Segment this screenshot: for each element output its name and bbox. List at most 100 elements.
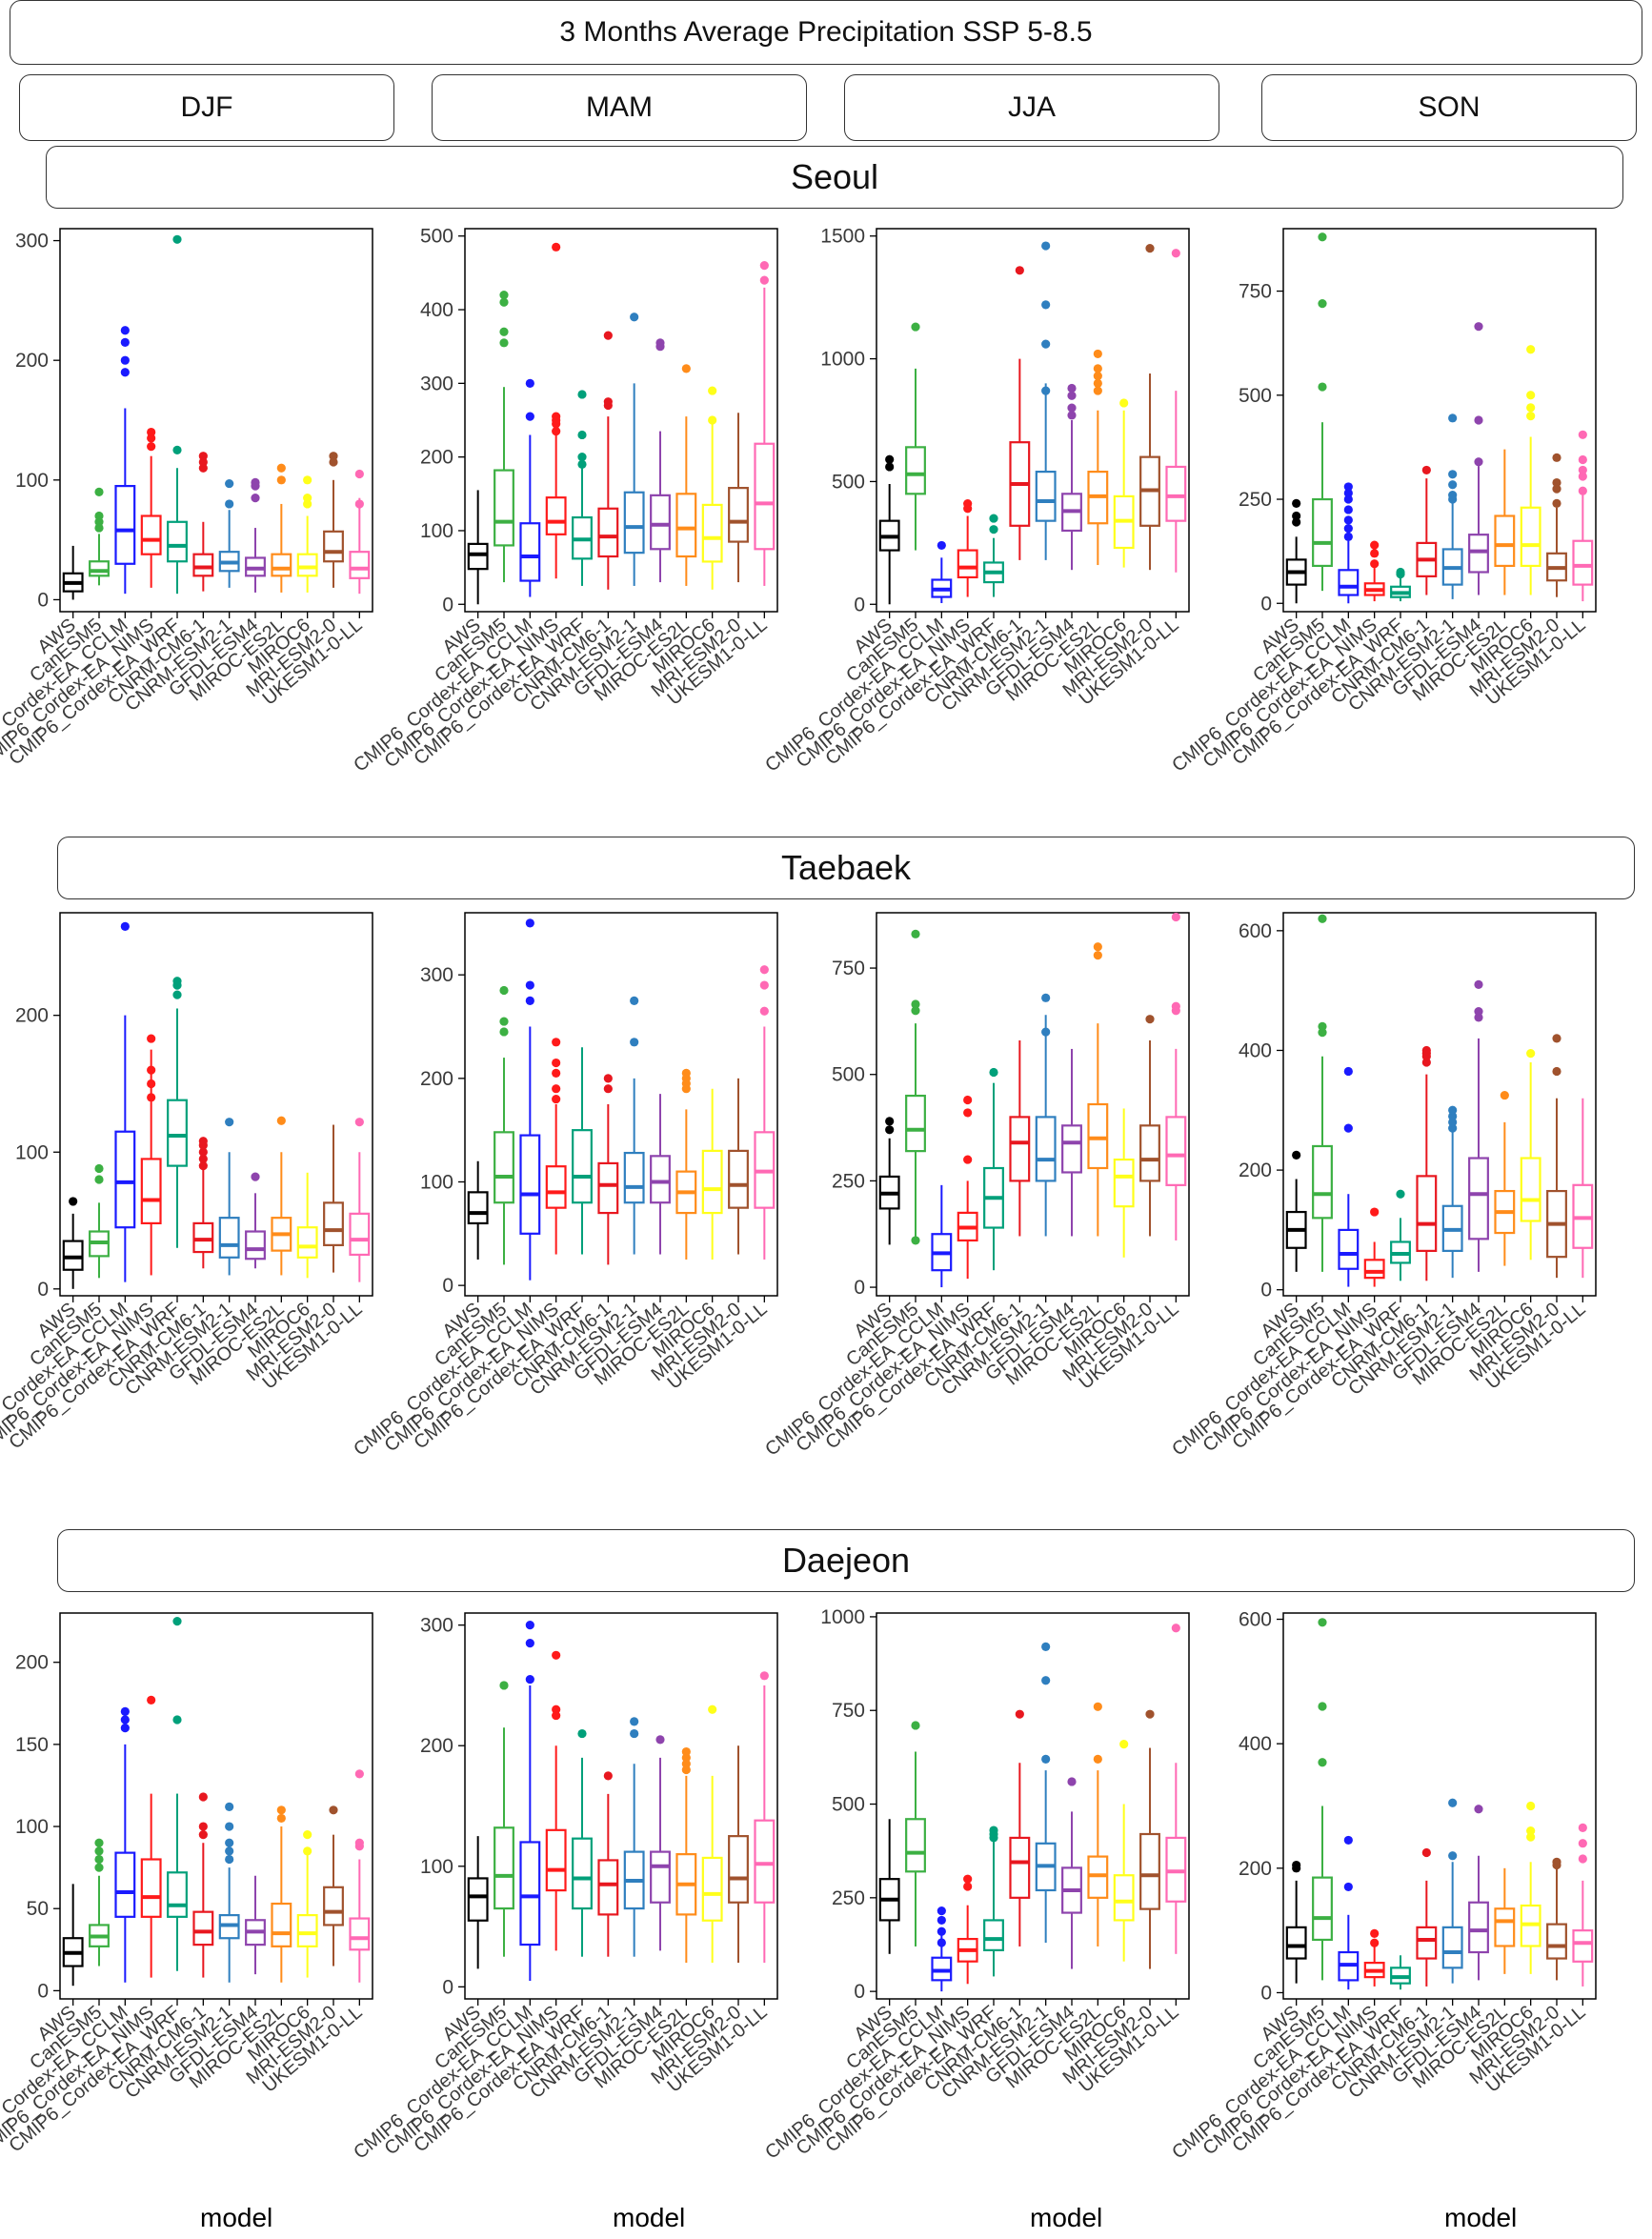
outlier-point	[1145, 1709, 1155, 1719]
box-cnrm-esm2-1	[1035, 1116, 1057, 1182]
y-tick-label: 300	[420, 964, 453, 986]
outlier-point	[552, 1084, 561, 1094]
outlier-point	[963, 1882, 973, 1891]
box-canesm5	[1312, 497, 1333, 568]
outlier-point	[198, 1154, 208, 1164]
outlier-point	[172, 1715, 182, 1725]
box-aws	[1285, 1926, 1307, 1960]
outlier-point	[1292, 517, 1301, 527]
box-cmip6_cordex-ea_cclm	[519, 1134, 541, 1235]
outlier-point	[525, 1675, 534, 1684]
box-miroc6	[1113, 1158, 1135, 1208]
outlier-point	[963, 499, 973, 509]
box-cmip6_cordex-ea_nims	[140, 1858, 162, 1918]
season-header-mam: MAM	[432, 74, 807, 141]
outlier-point	[1119, 1740, 1129, 1749]
box-cnrm-cm6-1	[192, 1910, 214, 1947]
outlier-point	[759, 275, 769, 285]
outlier-point	[198, 1792, 208, 1802]
outlier-point	[603, 1771, 613, 1781]
box-ukesm1-0-ll	[349, 1917, 371, 1951]
outlier-point	[1067, 403, 1077, 413]
box-aws	[467, 1191, 489, 1225]
outlier-point	[1041, 339, 1051, 349]
box-cnrm-cm6-1	[1009, 1116, 1031, 1182]
outlier-point	[251, 494, 260, 503]
outlier-point	[120, 337, 130, 347]
box-cnrm-cm6-1	[597, 507, 619, 558]
outlier-point	[225, 1802, 234, 1811]
outlier-point	[708, 1704, 717, 1714]
outlier-point	[1343, 1835, 1353, 1846]
outlier-point	[1318, 1618, 1327, 1627]
y-tick-label: 0	[442, 1976, 453, 1998]
outlier-point	[1448, 480, 1458, 490]
y-tick-label: 1500	[820, 226, 865, 248]
box-cmip6_cordex-ea_nims	[1363, 1259, 1385, 1280]
y-tick-label: 100	[420, 520, 453, 542]
outlier-point	[1318, 299, 1327, 309]
box-cmip6_cordex-ea_cclm	[1338, 569, 1360, 596]
outlier-point	[1448, 1105, 1458, 1115]
y-tick-label: 0	[1260, 1280, 1272, 1301]
outlier-point	[885, 1125, 895, 1135]
panel-frame	[464, 228, 778, 613]
outlier-point	[499, 1681, 509, 1690]
box-ukesm1-0-ll	[754, 1819, 776, 1904]
outlier-point	[1093, 364, 1102, 373]
box-ukesm1-0-ll	[1165, 1116, 1187, 1186]
outlier-point	[1578, 454, 1587, 465]
box-cmip6_cordex-ea_wrf	[572, 1129, 593, 1204]
box-cmip6_cordex-ea_nims	[545, 1165, 567, 1209]
outlier-point	[1015, 1709, 1024, 1719]
outlier-point	[525, 1621, 534, 1630]
box-miroc6	[1113, 1874, 1135, 1922]
y-tick-label: 0	[442, 1275, 453, 1297]
box-gfdl-esm4	[1061, 1124, 1082, 1174]
outlier-point	[1370, 1928, 1380, 1939]
box-cnrm-esm2-1	[1035, 471, 1057, 522]
outlier-point	[1171, 1624, 1180, 1633]
outlier-point	[1552, 477, 1561, 488]
outlier-point	[303, 1830, 312, 1840]
outlier-point	[499, 297, 509, 307]
outlier-point	[603, 331, 613, 340]
outlier-point	[1396, 567, 1405, 577]
outlier-point	[1526, 1832, 1536, 1842]
panel-seoul-jja: 050010001500AWSCanESM5CMIP6_Cordex-EA_CC…	[761, 226, 1190, 777]
outlier-point	[1526, 403, 1536, 413]
outlier-point	[989, 525, 998, 535]
panel-frame	[464, 912, 778, 1297]
outlier-point	[759, 1671, 769, 1681]
outlier-point	[1318, 1758, 1327, 1767]
box-cmip6_cordex-ea_cclm	[519, 522, 541, 582]
box-cnrm-cm6-1	[192, 1221, 214, 1254]
outlier-point	[120, 1715, 130, 1725]
outlier-point	[1474, 415, 1483, 425]
outlier-point	[1526, 1801, 1536, 1811]
outlier-point	[1526, 1826, 1536, 1836]
outlier-point	[1067, 391, 1077, 400]
outlier-point	[1119, 398, 1129, 408]
outlier-point	[1318, 914, 1327, 923]
outlier-point	[354, 499, 364, 509]
outlier-point	[1552, 484, 1561, 494]
outlier-point	[147, 442, 156, 452]
box-mri-esm2-0	[728, 1149, 749, 1209]
outlier-point	[94, 511, 104, 521]
y-tick-label: 400	[1239, 1733, 1272, 1755]
panel-daejeon-son: 0200400600AWSCanESM5CMIP6_Cordex-EA_CCLM…	[1168, 1609, 1597, 2164]
outlier-point	[1041, 1027, 1051, 1037]
panel-frame	[1282, 228, 1597, 613]
outlier-point	[120, 921, 130, 931]
box-gfdl-esm4	[650, 494, 671, 551]
outlier-point	[1093, 378, 1102, 388]
box-cnrm-cm6-1	[1416, 1926, 1438, 1960]
outlier-point	[525, 412, 534, 421]
outlier-point	[1343, 1882, 1353, 1892]
outlier-point	[69, 1197, 78, 1206]
outlier-point	[251, 477, 260, 487]
outlier-point	[681, 1068, 691, 1079]
outlier-point	[94, 487, 104, 496]
outlier-point	[225, 1838, 234, 1847]
